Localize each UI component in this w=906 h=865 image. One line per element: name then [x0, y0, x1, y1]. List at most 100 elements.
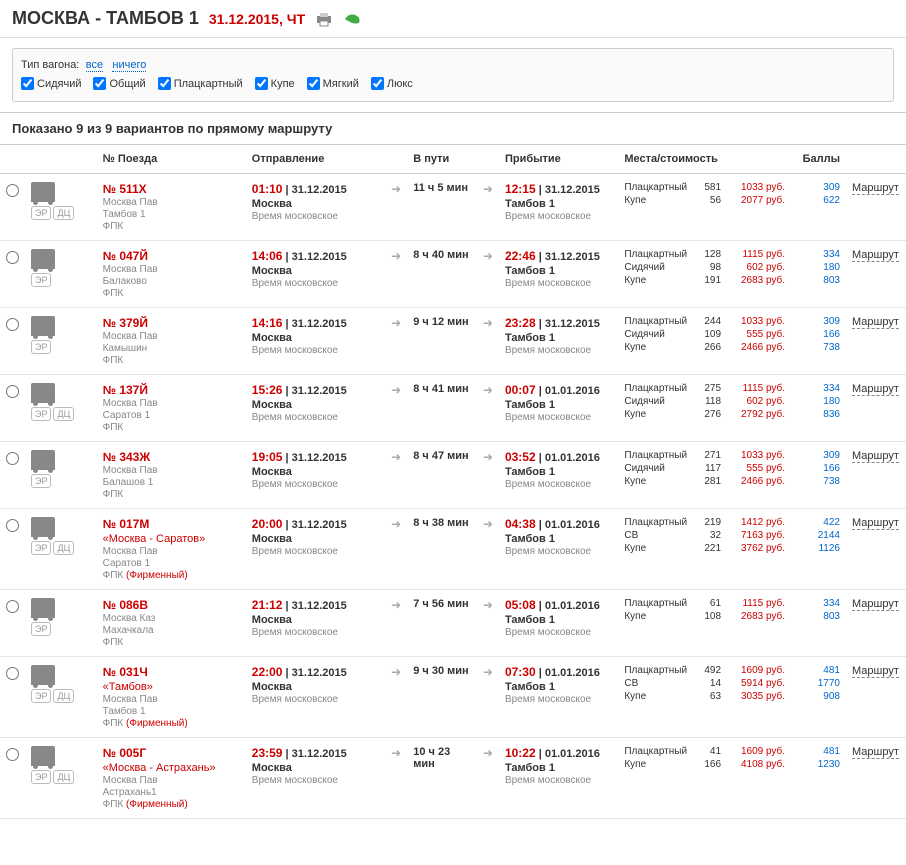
price-row[interactable]: Купе2762792 руб.	[624, 409, 785, 420]
select-train-radio[interactable]	[6, 519, 19, 532]
train-number[interactable]: № 086В	[103, 598, 240, 612]
col-pts[interactable]: Баллы	[791, 145, 846, 174]
train-number[interactable]: № 005Г	[103, 746, 240, 760]
select-train-radio[interactable]	[6, 667, 19, 680]
price-row[interactable]: Плацкартный2191412 руб.	[624, 517, 785, 528]
price-row[interactable]: Купе1082683 руб.	[624, 611, 785, 622]
train-number[interactable]: № 343Ж	[103, 450, 240, 464]
filter-all-link[interactable]: все	[86, 59, 103, 72]
price-row[interactable]: Сидячий109555 руб.	[624, 329, 785, 340]
filter-checkbox[interactable]: Люкс	[371, 77, 413, 90]
route-link[interactable]: Маршрут	[852, 249, 899, 262]
price-row[interactable]: Плацкартный4921609 руб.	[624, 665, 785, 676]
arr-time: 22:46	[505, 249, 536, 263]
dep-station: Москва	[252, 265, 379, 277]
filter-checkbox-input[interactable]	[255, 77, 268, 90]
col-arr[interactable]: Прибытие	[499, 145, 618, 174]
price-row[interactable]: Купе633035 руб.	[624, 691, 785, 702]
price-row[interactable]: Сидячий118602 руб.	[624, 396, 785, 407]
price-value: 1115 руб.	[727, 249, 785, 260]
route-link[interactable]: Маршрут	[852, 182, 899, 195]
leaf-icon[interactable]	[343, 11, 363, 27]
filter-checkbox[interactable]: Плацкартный	[158, 77, 243, 90]
select-train-radio[interactable]	[6, 385, 19, 398]
train-row: ЭР№ 086ВМосква КазМахачкалаФПК21:12 | 31…	[0, 590, 906, 657]
price-row[interactable]: Купе1664108 руб.	[624, 759, 785, 770]
price-type: СВ	[624, 678, 687, 689]
arr-tz: Время московское	[505, 345, 612, 356]
filter-checkbox-input[interactable]	[93, 77, 106, 90]
arr-station: Тамбов 1	[505, 198, 612, 210]
select-train-radio[interactable]	[6, 251, 19, 264]
print-icon[interactable]	[315, 11, 333, 27]
filter-type-row: Тип вагона: все ничего	[21, 57, 885, 71]
arrow-icon: ➜	[385, 241, 407, 308]
price-row[interactable]: Сидячий117555 руб.	[624, 463, 785, 474]
train-icon	[31, 517, 55, 537]
route-link[interactable]: Маршрут	[852, 517, 899, 530]
train-number[interactable]: № 511Х	[103, 182, 240, 196]
filter-checkbox[interactable]: Сидячий	[21, 77, 81, 90]
price-row[interactable]: Купе2812466 руб.	[624, 476, 785, 487]
filter-checkbox-input[interactable]	[307, 77, 320, 90]
price-seats: 117	[693, 463, 721, 474]
price-value: 1033 руб.	[727, 182, 785, 193]
price-seats: 108	[693, 611, 721, 622]
price-row[interactable]: СВ145914 руб.	[624, 678, 785, 689]
train-number[interactable]: № 017М	[103, 517, 240, 531]
select-train-radio[interactable]	[6, 318, 19, 331]
select-train-radio[interactable]	[6, 600, 19, 613]
price-type: Плацкартный	[624, 746, 687, 757]
filter-checkbox-input[interactable]	[371, 77, 384, 90]
arr-station: Тамбов 1	[505, 265, 612, 277]
price-row[interactable]: Плацкартный2441033 руб.	[624, 316, 785, 327]
dep-date: | 31.12.2015	[282, 452, 346, 464]
price-row[interactable]: Плацкартный611115 руб.	[624, 598, 785, 609]
filter-checkbox-input[interactable]	[158, 77, 171, 90]
route-link[interactable]: Маршрут	[852, 746, 899, 759]
col-train[interactable]: № Поезда	[97, 145, 246, 174]
price-row[interactable]: Купе2662466 руб.	[624, 342, 785, 353]
price-type: Купе	[624, 409, 687, 420]
price-type: Плацкартный	[624, 316, 687, 327]
select-train-radio[interactable]	[6, 184, 19, 197]
train-number[interactable]: № 379Й	[103, 316, 240, 330]
route-link[interactable]: Маршрут	[852, 598, 899, 611]
price-row[interactable]: Купе562077 руб.	[624, 195, 785, 206]
col-price[interactable]: Места/стоимость	[618, 145, 791, 174]
route-link[interactable]: Маршрут	[852, 316, 899, 329]
filter-none-link[interactable]: ничего	[112, 59, 146, 72]
badge: ЭР	[31, 541, 51, 555]
arr-time: 23:28	[505, 316, 536, 330]
badge: ЭР	[31, 689, 51, 703]
page-header: МОСКВА - ТАМБОВ 1 31.12.2015, ЧТ	[0, 0, 906, 38]
price-row[interactable]: Сидячий98602 руб.	[624, 262, 785, 273]
train-number[interactable]: № 137Й	[103, 383, 240, 397]
price-row[interactable]: Плацкартный2711033 руб.	[624, 450, 785, 461]
route-link[interactable]: Маршрут	[852, 665, 899, 678]
train-icon	[31, 182, 55, 202]
filter-checkbox[interactable]: Купе	[255, 77, 295, 90]
price-row[interactable]: Плацкартный1281115 руб.	[624, 249, 785, 260]
arr-tz: Время московское	[505, 412, 612, 423]
col-dur[interactable]: В пути	[407, 145, 477, 174]
train-number[interactable]: № 031Ч	[103, 665, 240, 679]
select-train-radio[interactable]	[6, 452, 19, 465]
train-number[interactable]: № 047Й	[103, 249, 240, 263]
bonus-points: 2144	[797, 530, 840, 541]
price-row[interactable]: СВ327163 руб.	[624, 530, 785, 541]
price-row[interactable]: Плацкартный5811033 руб.	[624, 182, 785, 193]
arrow-icon: ➜	[477, 738, 499, 819]
price-row[interactable]: Купе2213762 руб.	[624, 543, 785, 554]
filter-checkbox[interactable]: Общий	[93, 77, 145, 90]
price-row[interactable]: Плацкартный2751115 руб.	[624, 383, 785, 394]
route-link[interactable]: Маршрут	[852, 383, 899, 396]
price-row[interactable]: Купе1912683 руб.	[624, 275, 785, 286]
filter-checkbox[interactable]: Мягкий	[307, 77, 359, 90]
filter-checkbox-input[interactable]	[21, 77, 34, 90]
dep-tz: Время московское	[252, 775, 379, 786]
col-dep[interactable]: Отправление	[246, 145, 385, 174]
select-train-radio[interactable]	[6, 748, 19, 761]
price-row[interactable]: Плацкартный411609 руб.	[624, 746, 785, 757]
route-link[interactable]: Маршрут	[852, 450, 899, 463]
